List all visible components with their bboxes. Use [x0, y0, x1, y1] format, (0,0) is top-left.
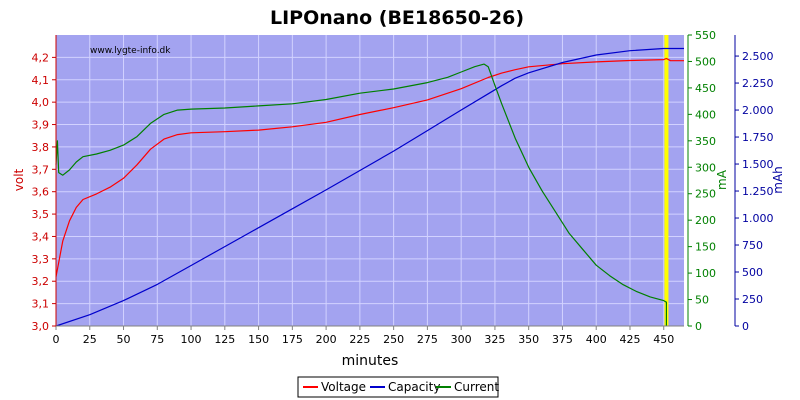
mah-axis-title: mAh: [771, 166, 785, 194]
x-tick-label: 25: [83, 333, 97, 346]
mah-tick-label: 1.000: [742, 212, 774, 225]
x-tick-label: 275: [417, 333, 438, 346]
x-tick-label: 375: [552, 333, 573, 346]
mah-tick-label: 1.750: [742, 131, 774, 144]
x-tick-label: 0: [53, 333, 60, 346]
ma-tick-label: 150: [695, 241, 716, 254]
x-tick-label: 175: [282, 333, 303, 346]
series-layer: [55, 47, 684, 327]
mah-tick-label: 750: [742, 239, 763, 252]
mah-tick-label: 2.000: [742, 104, 774, 117]
plot-area: [56, 35, 684, 326]
ma-tick-label: 50: [695, 294, 709, 307]
mah-tick-label: 250: [742, 293, 763, 306]
x-tick-label: 400: [586, 333, 607, 346]
gridlines: [55, 35, 684, 327]
chart-title: LIPOnano (BE18650-26): [270, 7, 524, 29]
ma-tick-label: 250: [695, 188, 716, 201]
legend-label-current: Current: [454, 380, 499, 394]
volt-tick-label: 4,2: [32, 51, 50, 64]
x-tick-label: 225: [349, 333, 370, 346]
ma-tick-label: 500: [695, 55, 716, 68]
ma-tick-label: 100: [695, 267, 716, 280]
volt-tick-label: 3,9: [32, 119, 50, 132]
legend-label-capacity: Capacity: [388, 380, 440, 394]
x-axis: 0 25 50 75 100 125 150 175 200 225 250 275 300 325 350…: [53, 326, 674, 346]
volt-tick-label: 4,1: [32, 74, 50, 87]
mah-tick-label: 1.500: [742, 158, 774, 171]
volt-tick-label: 3,2: [32, 275, 50, 288]
x-tick-label: 450: [653, 333, 674, 346]
volt-tick-label: 3,7: [32, 163, 50, 176]
ma-tick-label: 200: [695, 214, 716, 227]
volt-tick-label: 3,1: [32, 298, 50, 311]
x-axis-title: minutes: [342, 353, 399, 369]
ma-tick-label: 450: [695, 82, 716, 95]
ma-tick-label: 400: [695, 108, 716, 121]
ma-axis: 0 50 100 150 200 250 300 350 400 450 500 550: [688, 29, 716, 333]
x-tick-label: 150: [248, 333, 269, 346]
x-tick-label: 200: [316, 333, 337, 346]
x-tick-label: 325: [484, 333, 505, 346]
legend: Voltage Capacity Current: [297, 376, 499, 398]
volt-tick-label: 4,0: [32, 96, 50, 109]
ma-tick-label: 550: [695, 29, 716, 42]
volt-tick-label: 3,8: [32, 141, 50, 154]
watermark: www.lygte-info.dk: [90, 46, 171, 56]
mah-axis: 0 250 500 750 1.000 1.250 1.500 1.750 2.000 2.250…: [735, 50, 774, 333]
x-tick-label: 100: [181, 333, 202, 346]
mah-tick-label: 1.250: [742, 185, 774, 198]
x-tick-label: 425: [619, 333, 640, 346]
mah-tick-label: 500: [742, 266, 763, 279]
legend-box: [297, 376, 499, 398]
legend-label-voltage: Voltage: [321, 380, 366, 394]
volt-tick-label: 3,4: [32, 230, 50, 243]
mah-tick-label: 2.500: [742, 50, 774, 63]
ma-tick-label: 350: [695, 135, 716, 148]
ma-tick-label: 0: [695, 320, 702, 333]
volt-axis-title: volt: [12, 168, 26, 191]
volt-tick-label: 3,3: [32, 253, 50, 266]
x-tick-label: 125: [214, 333, 235, 346]
x-tick-label: 50: [117, 333, 131, 346]
x-tick-label: 75: [150, 333, 164, 346]
series-line-capacity: [55, 47, 684, 327]
series-line-voltage: [55, 57, 684, 277]
volt-tick-label: 3,5: [32, 208, 50, 221]
mah-tick-label: 0: [742, 320, 749, 333]
volt-tick-label: 3,0: [32, 320, 50, 333]
ma-axis-title: mA: [715, 169, 729, 190]
volt-axis: 3,0 3,1 3,2 3,3 3,4 3,5 3,6 3,7 3,8 3,9 4,0 4,1 4,2: [32, 51, 56, 333]
volt-tick-label: 3,6: [32, 186, 50, 199]
series-line-current: [55, 63, 668, 326]
mah-tick-label: 2.250: [742, 77, 774, 90]
x-tick-label: 250: [383, 333, 404, 346]
x-tick-label: 350: [518, 333, 539, 346]
x-tick-label: 300: [451, 333, 472, 346]
ma-tick-label: 300: [695, 161, 716, 174]
